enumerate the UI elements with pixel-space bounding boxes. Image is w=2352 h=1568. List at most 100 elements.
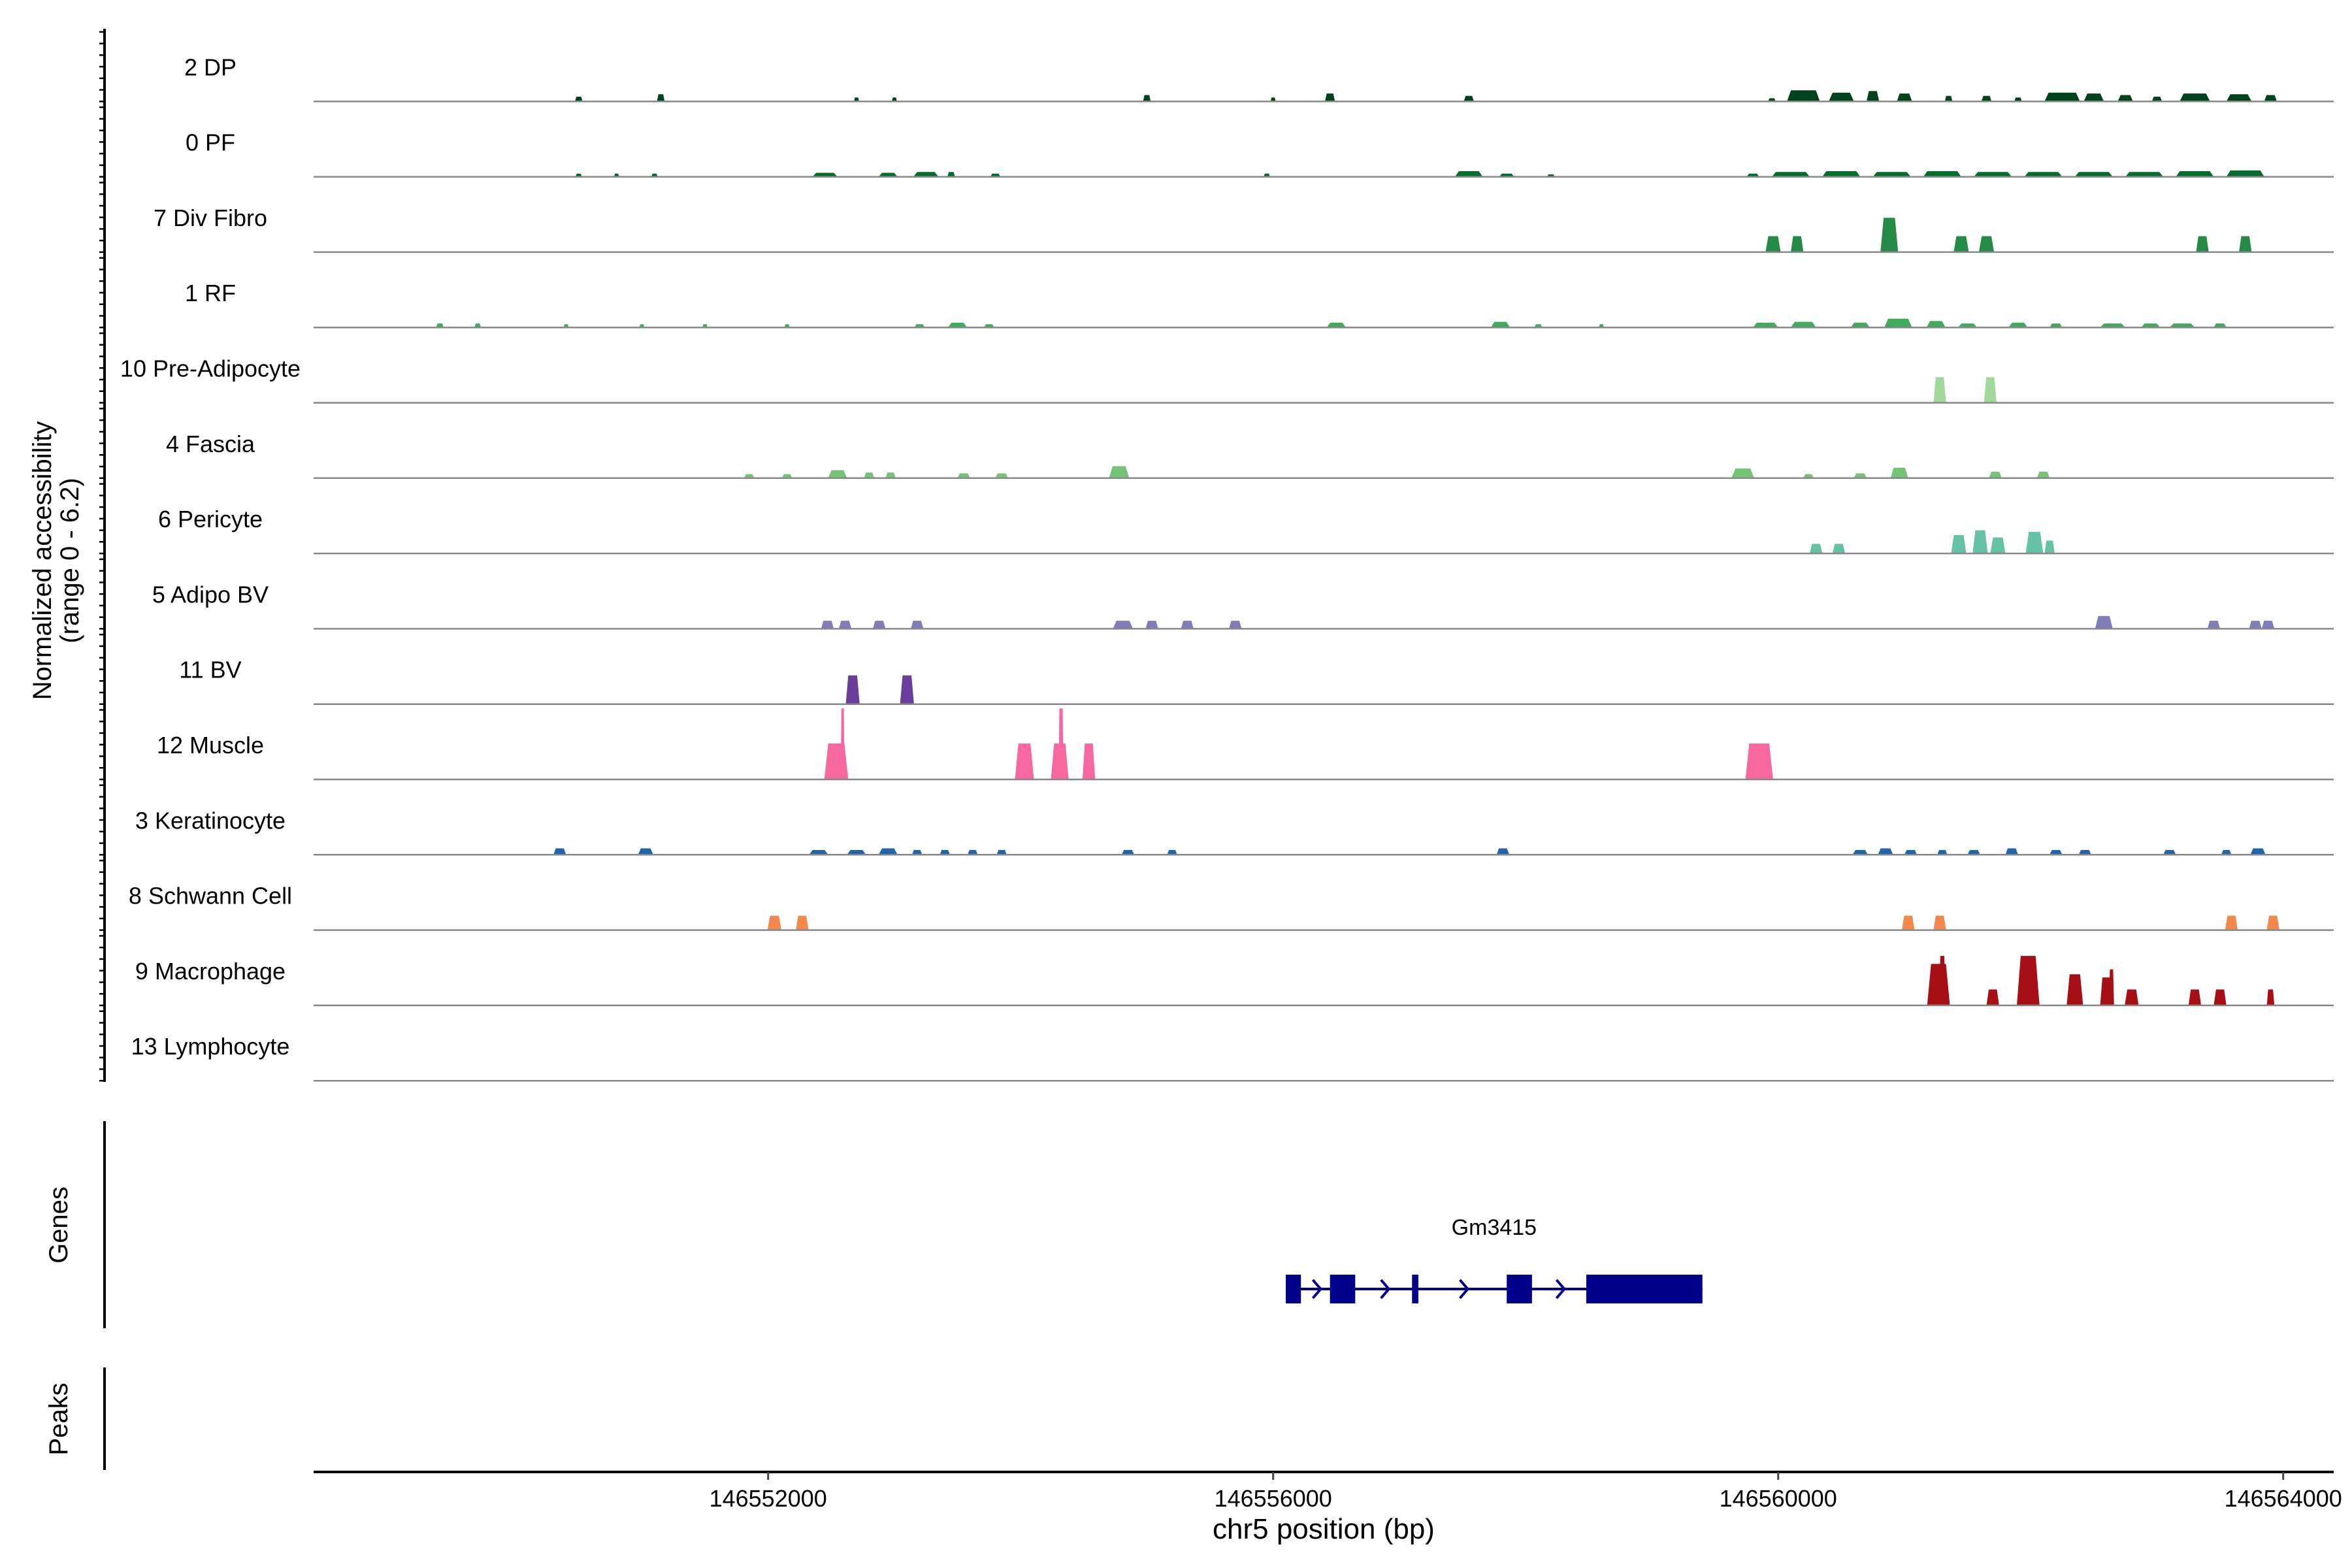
track-label: 0 PF [186,129,235,156]
coverage-peak [2226,170,2264,177]
x-tick-label: 146552000 [710,1485,827,1512]
genes-track-label: Genes [44,1186,73,1264]
gene-exon [1330,1275,1356,1303]
coverage-peak [878,848,898,855]
x-axis: 146552000 146556000 146560000 146564000 [314,1471,2342,1512]
x-tick-label: 146556000 [1215,1485,1332,1512]
coverage-peak [1803,474,1814,478]
coverage-peak [1463,95,1474,102]
coverage-peak [2261,621,2275,629]
strand-arrow [1459,1279,1470,1299]
coverage-peak [912,849,923,855]
coverage-peak [2213,323,2227,328]
track-label: 9 Macrophage [135,958,286,985]
x-axis-title: chr5 position (bp) [1213,1513,1435,1545]
coverage-peak [1772,172,1810,177]
coverage-peak [1944,95,1953,102]
coverage-peak [809,849,828,855]
coverage-peak [1829,92,1854,102]
y-axis-label-line1: Normalized accessibility [28,421,57,700]
coverage-peak [638,848,653,855]
coverage-peak [821,621,834,629]
coverage-peak [2025,532,2044,554]
coverage-peak [1927,964,1950,1005]
coverage-peak [2008,322,2028,328]
coverage-peak [1989,472,2002,478]
coverage-peak [1958,323,1978,328]
track-label: 6 Pericyte [158,506,263,532]
coverage-peak [1454,171,1483,177]
track-row: 10 Pre-Adipocyte [120,355,2334,404]
strand-arrow [1555,1279,1567,1299]
coverage-peak [2095,615,2113,629]
coverage-peak [1229,621,1242,629]
coverage-peak [1765,236,1781,252]
coverage-peak [828,470,847,478]
coverage-peak [2078,849,2091,855]
coverage-peak [657,94,665,102]
track-label: 11 BV [179,657,241,683]
coverage-peak [1270,97,1276,102]
coverage-peak [2125,172,2164,177]
coverage-peak [1326,322,1346,328]
coverage-peak [1791,236,1804,252]
coverage-y-axis [99,29,106,1082]
gene-model: Gm3415 [1286,1215,1703,1303]
coverage-peak [1791,321,1816,328]
track-label: 5 Adipo BV [152,581,269,608]
coverage-peak [1324,93,1335,102]
coverage-peak [2163,849,2176,855]
coverage-peak [2050,323,2063,328]
coverage-peak [781,474,792,478]
coverage-peak [995,473,1008,478]
coverage-peak [436,323,444,328]
coverage-peak [2264,95,2278,102]
peaks-track-label: Peaks [44,1382,73,1455]
coverage-peak [1745,743,1773,779]
coverage-peak [1990,537,2006,554]
coverage-peak [1884,318,1912,328]
track-row: 11 BV [179,657,2334,705]
peaks-track: Peaks [44,1367,106,1470]
y-axis-label-line2: (range 0 - 6.2) [56,478,84,643]
track-row: 7 Div Fibro [154,204,2334,253]
track-row: 8 Schwann Cell [129,883,2334,931]
coverage-peak [2176,171,2214,177]
track-label: 10 Pre-Adipocyte [120,355,301,382]
track-label: 4 Fascia [166,431,255,457]
coverage-peak [1923,171,1961,177]
coverage-peak [840,708,845,779]
coverage-peak [948,322,968,328]
coverage-peak [1981,95,1992,102]
coverage-peak [767,915,781,930]
coverage-peak [2141,323,2161,328]
track-row: 3 Keratinocyte [135,807,2334,856]
coverage-peak [1145,621,1158,629]
coverage-peak [2044,540,2055,554]
track-row: 1 RF [185,280,2334,329]
coverage-peak [1854,473,1867,478]
track-label: 7 Div Fibro [154,204,267,231]
coverage-peak [1926,321,1946,328]
coverage-peak [885,472,896,478]
coverage-peak [1986,989,1999,1005]
gene-exon [1286,1275,1301,1303]
coverage-peak [2188,989,2202,1005]
coverage-peak [1822,171,1861,177]
genes-track: Genes Gm3415 [44,1121,1703,1328]
track-label: 13 Lymphocyte [131,1033,290,1060]
track-row: 12 Muscle [157,708,2334,781]
coverage-peak [892,97,897,102]
coverage-peak [2029,965,2037,1005]
coverage-peak [2225,915,2238,930]
track-label: 8 Schwann Cell [129,883,292,909]
coverage-peak [913,172,939,177]
coverage-peak [1933,377,1946,403]
coverage-peak [2109,969,2114,1005]
coverage-peak [864,472,875,478]
coverage-peak [824,743,849,779]
coverage-peak [474,323,482,328]
track-label: 2 DP [184,54,237,80]
coverage-peak [1491,321,1511,328]
